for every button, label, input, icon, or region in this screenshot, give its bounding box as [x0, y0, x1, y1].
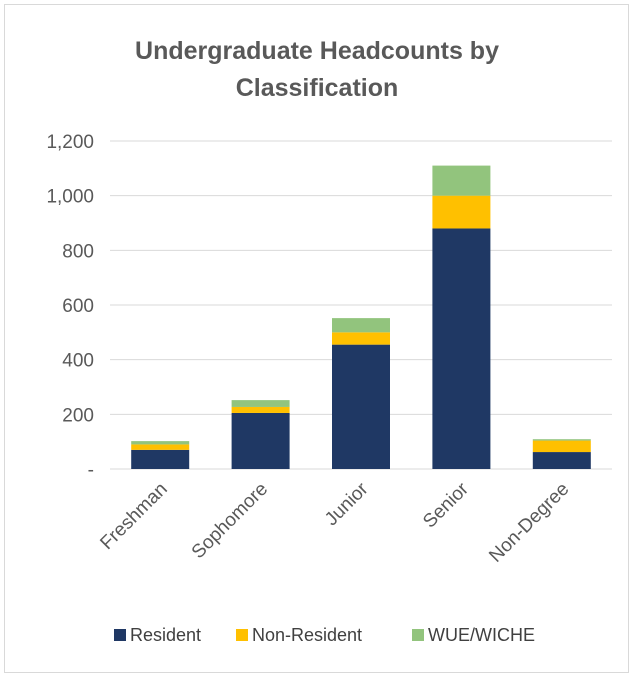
- bar-segment: [131, 449, 190, 469]
- legend-label: Non-Resident: [252, 625, 362, 645]
- x-tick-label: Sophomore: [188, 479, 272, 563]
- bars: [131, 165, 591, 469]
- y-tick-label: 400: [62, 351, 94, 372]
- y-tick-label: 200: [62, 405, 94, 426]
- y-tick-label: 800: [62, 241, 94, 262]
- bar-segment: [231, 412, 290, 469]
- bar-segment: [532, 439, 591, 441]
- x-tick-label: Freshman: [96, 479, 171, 554]
- legend-swatch: [412, 629, 424, 641]
- bar-segment: [432, 165, 491, 196]
- chart-title-line-2: Classification: [236, 74, 399, 102]
- x-tick-label: Junior: [321, 478, 373, 530]
- bar-segment: [332, 344, 390, 469]
- y-tick-label: 1,000: [46, 187, 94, 208]
- legend-label: WUE/WICHE: [428, 625, 535, 645]
- y-tick-label: 600: [62, 296, 94, 317]
- x-tick-label: Non-Degree: [485, 479, 573, 567]
- chart-title-line-1: Undergraduate Headcounts by: [135, 37, 499, 65]
- legend-swatch: [236, 629, 248, 641]
- y-tick-label: -: [88, 460, 94, 481]
- gridlines: [110, 140, 612, 470]
- x-tick-label: Senior: [419, 478, 473, 532]
- bar-segment: [332, 332, 390, 345]
- x-axis-labels: Freshman Sophomore Junior Senior Non-Degree: [96, 478, 573, 567]
- bar-segment: [432, 228, 491, 469]
- bar-segment: [532, 440, 591, 453]
- bar-segment: [332, 318, 390, 333]
- legend: Resident Non-Resident WUE/WICHE: [114, 625, 535, 645]
- legend-swatch: [114, 629, 126, 641]
- bar-segment: [231, 400, 290, 407]
- bar-segment: [131, 444, 190, 450]
- y-axis-ticks: - 200 400 600 800 1,000 1,200: [46, 132, 94, 481]
- bar-segment: [532, 452, 591, 469]
- bar-segment: [231, 406, 290, 413]
- bar-segment: [432, 195, 491, 229]
- legend-label: Resident: [130, 625, 201, 645]
- bar-segment: [131, 441, 190, 445]
- y-tick-label: 1,200: [46, 132, 94, 153]
- chart-frame: [4, 4, 629, 673]
